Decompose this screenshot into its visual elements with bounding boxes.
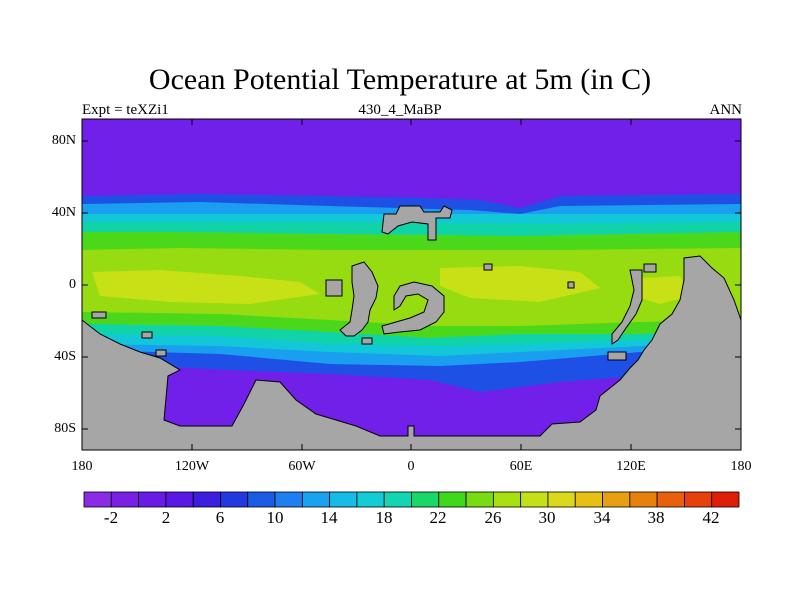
colorbar-label: 2 — [161, 508, 171, 527]
x-tick-label: 120W — [174, 459, 210, 474]
colorbar-label: 18 — [375, 508, 393, 527]
colorbar-swatch — [438, 491, 467, 508]
colorbar-swatch — [602, 491, 631, 508]
colorbar-label: -2 — [103, 508, 119, 527]
colorbar-swatch — [520, 491, 549, 508]
x-tick-label: 60W — [288, 459, 316, 474]
colorbar-label: 38 — [647, 508, 665, 527]
y-tick-label: 0 — [69, 277, 76, 292]
land-central-continent-ring — [381, 281, 445, 335]
colorbar-swatch — [329, 491, 358, 508]
land-east-island — [607, 351, 627, 361]
land-island-f — [567, 281, 575, 289]
colorbar-swatch — [138, 491, 167, 508]
x-tick-label: 180 — [71, 459, 93, 474]
experiment-label: Expt = teXZi1 — [82, 102, 169, 118]
y-tick-label: 80S — [54, 421, 76, 436]
colorbar-swatch — [547, 491, 576, 508]
land-central-continent-west — [339, 261, 379, 337]
colorbar-swatch — [411, 491, 440, 508]
yellow-green-patch-central — [440, 266, 600, 302]
x-tick-label: 120E — [616, 459, 646, 474]
land-antarctica-west — [81, 255, 742, 451]
period-label: 430_4_MaBP — [358, 102, 442, 118]
colorbar-label: 26 — [484, 508, 502, 527]
colorbar-swatch — [656, 491, 685, 508]
land-island-e — [483, 263, 493, 271]
chart-title: Ocean Potential Temperature at 5m (in C) — [148, 63, 652, 96]
colorbar-label: 10 — [266, 508, 284, 527]
colorbar-swatch — [192, 491, 221, 508]
colorbar-swatch — [83, 491, 112, 508]
land-east-islet — [643, 263, 657, 273]
colorbar-swatch — [492, 491, 522, 508]
colorbar-swatch — [301, 491, 331, 508]
colorbar-swatch — [629, 491, 658, 508]
landmasses — [81, 205, 742, 451]
land-island-c — [141, 331, 153, 339]
land-island-b — [91, 311, 107, 319]
colorbar-swatch — [220, 491, 249, 508]
colorbar — [83, 491, 740, 508]
colorbar-swatch — [165, 491, 194, 508]
colorbar-swatch — [684, 491, 713, 508]
yellow-green-patch-east — [640, 276, 690, 304]
colorbar-swatch — [465, 491, 494, 508]
colorbar-label: 14 — [320, 508, 338, 527]
land-island-a — [325, 279, 343, 297]
colorbar-label: 6 — [215, 508, 225, 527]
colorbar-swatch — [711, 491, 740, 508]
colorbar-label: 42 — [702, 508, 720, 527]
season-label: ANN — [709, 102, 743, 118]
y-tick-label: 80N — [51, 133, 76, 148]
land-east-peninsula — [611, 269, 643, 345]
colorbar-label: 30 — [538, 508, 556, 527]
colorbar-swatch — [574, 491, 603, 508]
x-tick-label: 0 — [407, 459, 415, 474]
land-island-d — [155, 349, 167, 357]
y-tick-label: 40S — [54, 349, 76, 364]
x-tick-label: 60E — [509, 459, 533, 474]
yellow-green-patch-west — [92, 270, 320, 304]
colorbar-swatch — [247, 491, 276, 508]
colorbar-label: 34 — [593, 508, 611, 527]
x-tick-label: 180 — [730, 459, 752, 474]
colorbar-label: 22 — [429, 508, 447, 527]
colorbar-swatch — [383, 491, 412, 508]
land-northern-continent — [381, 205, 453, 241]
axis-ticks — [81, 119, 742, 450]
land-island-g — [361, 337, 373, 345]
y-tick-label: 40N — [51, 205, 76, 220]
colorbar-swatch — [274, 491, 303, 508]
colorbar-swatch — [356, 491, 385, 508]
colorbar-swatch — [110, 491, 139, 508]
